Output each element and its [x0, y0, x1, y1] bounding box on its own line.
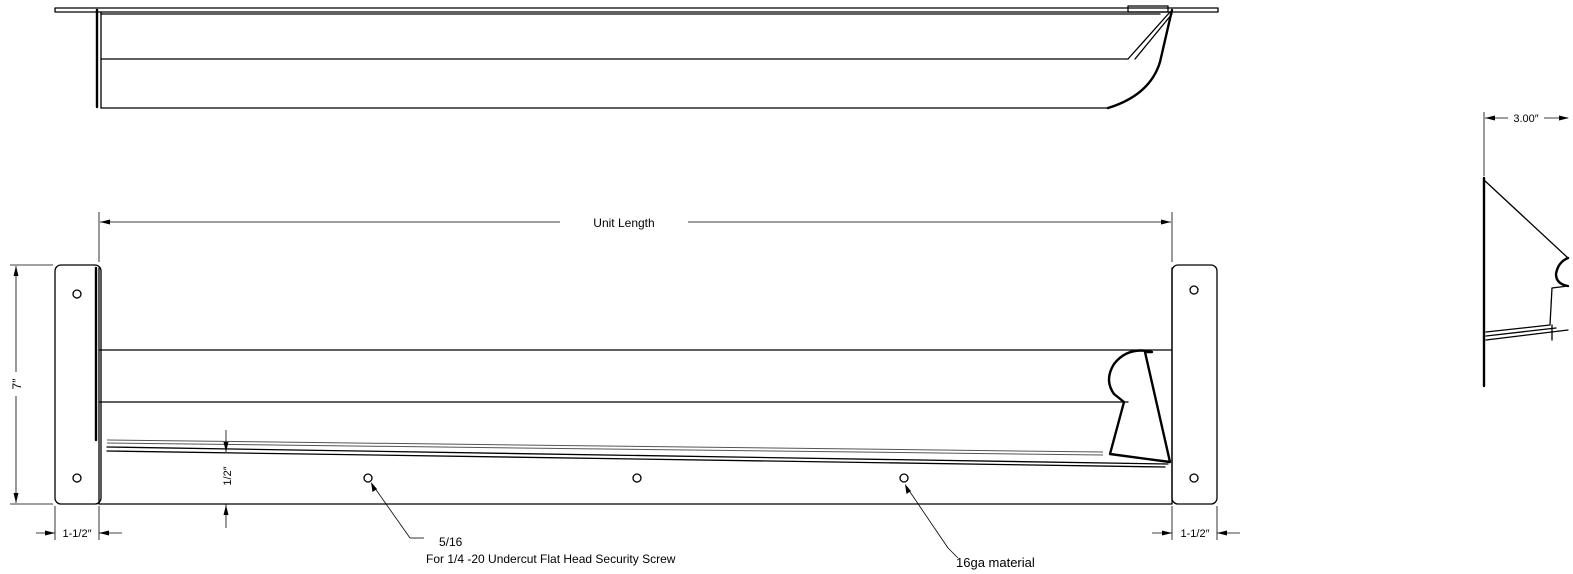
height-dimension: 7″: [8, 264, 53, 505]
tray-slope-lines: [106, 439, 1104, 453]
unit-length-dimension: Unit Length: [98, 212, 1173, 262]
material-label: 16ga material: [956, 555, 1035, 570]
edge-offset-dimension: 1/2″: [222, 430, 234, 528]
left-flange-dimension: 1-1/2″: [36, 506, 122, 540]
material-callout: 16ga material: [905, 484, 1035, 570]
top-view: [54, 5, 1219, 110]
end-cap-profile: [1107, 349, 1172, 464]
screw-hole-1: [363, 473, 373, 483]
hole-size-label: 5/16: [439, 535, 463, 549]
depth-label: 3.00″: [1513, 113, 1538, 125]
mounting-hole-bottom-right: [1189, 473, 1199, 483]
top-view-flange: [54, 7, 1219, 13]
front-view: [54, 264, 1218, 505]
right-flange-label: 1-1/2″: [1181, 528, 1210, 540]
height-label: 7″: [10, 378, 24, 390]
unit-length-label: Unit Length: [593, 216, 654, 230]
top-view-right-nose: [1106, 8, 1174, 110]
left-flange-label: 1-1/2″: [63, 528, 92, 540]
side-view-profile-curve: [1554, 256, 1570, 288]
edge-offset-label: 1/2″: [222, 466, 234, 485]
screw-hole-2: [632, 473, 642, 483]
side-view: [1482, 176, 1570, 388]
mounting-hole-top-left: [72, 289, 82, 299]
depth-dimension: 3.00″: [1483, 112, 1569, 176]
right-flange-dimension: 1-1/2″: [1152, 506, 1240, 540]
right-flange-plate: [1171, 264, 1218, 505]
hole-callout: 5/16 For 1/4 -20 Undercut Flat Head Secu…: [371, 482, 676, 566]
screw-spec-label: For 1/4 -20 Undercut Flat Head Security …: [426, 552, 676, 566]
mounting-hole-top-right: [1189, 285, 1199, 295]
left-flange-plate: [54, 264, 102, 505]
screw-hole-3: [899, 473, 909, 483]
mounting-hole-bottom-left: [72, 473, 82, 483]
